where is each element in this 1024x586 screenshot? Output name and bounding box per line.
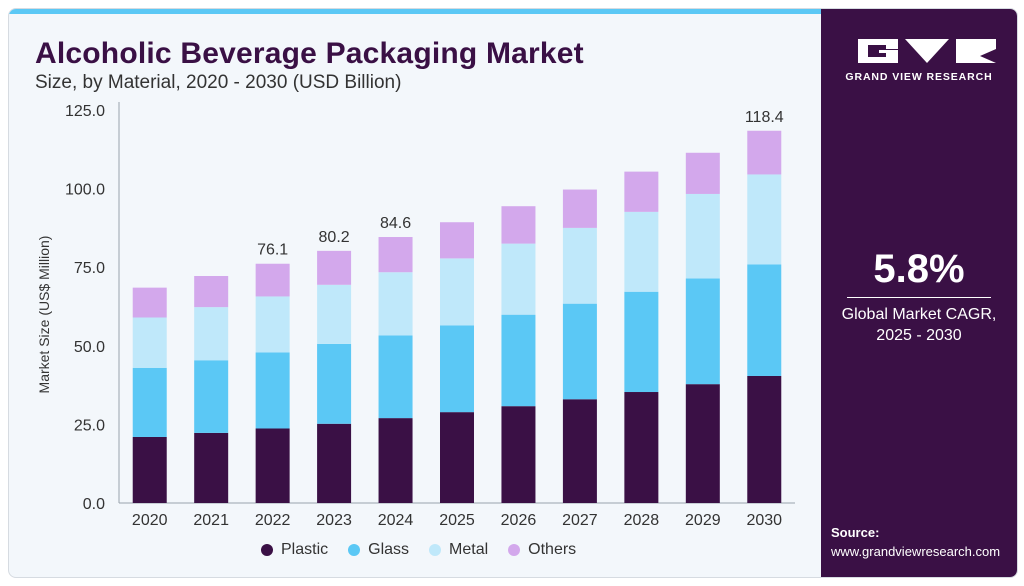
bar-others-2026 (501, 206, 536, 244)
bar-plastic-2022 (255, 428, 290, 503)
bar-plastic-2025 (440, 412, 474, 503)
chart-title: Alcoholic Beverage Packaging Market (35, 37, 584, 70)
legend-label: Plastic (281, 541, 329, 558)
bar-glass-2025 (440, 325, 474, 413)
legend-item-plastic: Plastic (261, 541, 328, 559)
chart-legend: Plastic Glass Metal Others (261, 540, 596, 560)
legend-label: Metal (449, 541, 489, 558)
cagr-label-line2: 2025 - 2030 (876, 327, 962, 344)
bar-metal-2029 (685, 193, 720, 279)
legend-swatch (348, 544, 361, 556)
y-tick-label: 50.0 (74, 339, 105, 356)
source-title: Source: (831, 525, 880, 540)
bar-glass-2027 (562, 303, 597, 400)
bar-others-2030 (747, 130, 782, 175)
bar-glass-2030 (747, 264, 782, 376)
x-tick-label: 2021 (193, 512, 229, 529)
bar-glass-2026 (501, 314, 536, 407)
bar-glass-2024 (378, 335, 413, 419)
bar-glass-2021 (194, 360, 229, 433)
bar-glass-2022 (255, 352, 290, 429)
y-tick-label: 75.0 (74, 260, 105, 277)
bar-glass-2028 (624, 291, 659, 393)
source-url: www.grandviewresearch.com (831, 544, 1001, 559)
accent-bar (9, 9, 821, 14)
bar-others-2027 (562, 189, 597, 228)
data-label-total-2022: 76.1 (257, 242, 288, 259)
data-label-total-2023: 80.2 (319, 229, 350, 246)
bar-others-2020 (132, 287, 167, 318)
x-tick-label: 2026 (501, 512, 537, 529)
data-label-total-2024: 84.6 (380, 215, 411, 232)
cagr-label: Global Market CAGR, 2025 - 2030 (821, 304, 1017, 346)
x-tick-label: 2029 (685, 512, 721, 529)
bar-others-2029 (685, 152, 720, 194)
bar-others-2023 (317, 250, 352, 285)
bar-metal-2030 (747, 174, 782, 265)
x-tick-label: 2027 (562, 512, 598, 529)
bar-metal-2024 (378, 272, 413, 336)
data-label-total-2030: 118.4 (745, 109, 784, 126)
legend-item-glass: Glass (348, 541, 409, 559)
bar-plastic-2030 (747, 375, 782, 503)
bar-metal-2028 (624, 211, 659, 292)
x-tick-label: 2024 (378, 512, 414, 529)
bar-others-2024 (378, 237, 413, 273)
grand-view-research-logo (858, 39, 996, 63)
bar-others-2025 (440, 222, 474, 259)
legend-swatch (261, 544, 273, 556)
x-tick-label: 2022 (255, 512, 291, 529)
bar-metal-2025 (440, 258, 474, 326)
bar-metal-2023 (317, 284, 352, 344)
x-tick-label: 2023 (316, 512, 352, 529)
bar-metal-2020 (132, 317, 167, 368)
bar-glass-2023 (317, 343, 352, 424)
bar-glass-2029 (685, 278, 720, 385)
stacked-bar-chart: 0.0 25.0 50.0 75.0 100.0 125.0 Market Size (US… (36, 102, 795, 529)
bar-plastic-2021 (194, 432, 229, 503)
bar-metal-2022 (255, 296, 290, 353)
bar-plastic-2024 (378, 418, 413, 503)
legend-label: Glass (368, 541, 410, 558)
y-tick-label: 125.0 (65, 103, 105, 120)
legend-label: Others (528, 541, 577, 558)
legend-item-metal: Metal (429, 541, 488, 559)
bar-plastic-2029 (685, 384, 720, 503)
cagr-label-line1: Global Market CAGR, (841, 306, 997, 323)
x-tick-label: 2028 (624, 512, 660, 529)
chart-subtitle: Size, by Material, 2020 - 2030 (USD Bill… (35, 72, 402, 93)
y-tick-label: 0.0 (83, 496, 105, 513)
bar-plastic-2027 (562, 399, 597, 503)
bar-metal-2021 (194, 307, 229, 361)
legend-swatch (429, 544, 442, 556)
y-tick-label: 25.0 (74, 417, 105, 434)
x-tick-label: 2025 (439, 512, 475, 529)
bar-others-2021 (194, 276, 229, 308)
bar-others-2028 (624, 171, 659, 212)
bar-plastic-2028 (624, 392, 659, 503)
bar-metal-2026 (501, 243, 536, 315)
chart-card: Alcoholic Beverage Packaging Market Size… (8, 8, 1018, 578)
divider (847, 297, 991, 298)
bar-others-2022 (255, 263, 290, 297)
brand-name: GRAND VIEW RESEARCH (845, 71, 993, 83)
bar-metal-2027 (562, 227, 597, 304)
bar-plastic-2026 (501, 406, 536, 503)
bar-glass-2020 (132, 367, 167, 437)
bar-plastic-2020 (132, 436, 167, 503)
y-axis-label: Market Size (US$ Million) (36, 236, 52, 394)
bar-plastic-2023 (317, 423, 352, 503)
legend-swatch (508, 544, 521, 556)
cagr-value: 5.8% (873, 247, 965, 291)
x-tick-label: 2020 (132, 512, 168, 529)
x-tick-label: 2030 (746, 512, 782, 529)
y-tick-label: 100.0 (65, 182, 105, 199)
legend-item-others: Others (508, 541, 576, 559)
info-panel: GRAND VIEW RESEARCH 5.8% Global Market C… (821, 9, 1017, 577)
